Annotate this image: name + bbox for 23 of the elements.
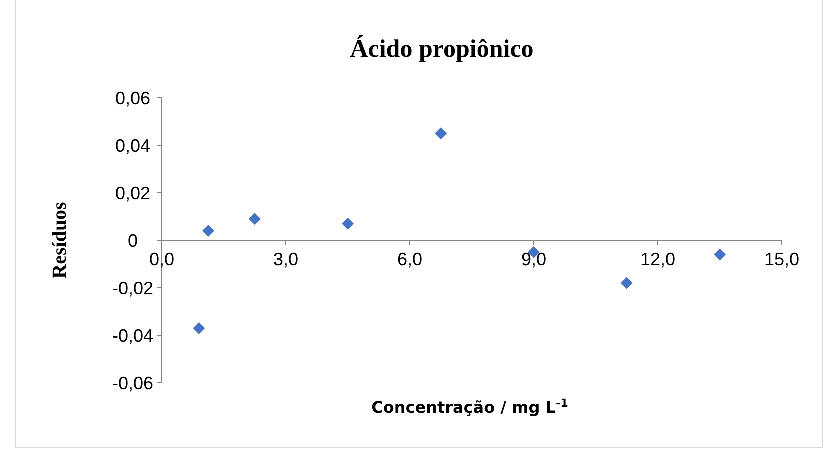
point [202,225,214,237]
point [714,248,726,261]
y-tick-label: 0 [128,230,138,251]
y-tick-label: -0,04 [112,326,154,346]
point [249,213,261,226]
y-tick-label: 0,02 [115,183,151,204]
y-tick-label: 0,04 [115,136,151,156]
point [342,218,354,230]
x-tick-label: 15,0 [764,250,800,270]
point [621,277,633,290]
point [193,322,206,334]
x-tick-label: 9,0 [521,250,547,270]
chart-title: Ácido propiônico [350,35,534,63]
x-tick-label: 0,0 [149,250,175,270]
x-axis-title: Concentração / mg L$^{-1}$ [372,396,569,417]
x-tick-label: 12,0 [640,250,676,270]
y-axis-title: Resíduos [49,202,71,279]
y-tick-label: -0,06 [112,373,154,394]
y-tick-label: -0,02 [112,278,154,298]
point [435,128,447,140]
x-tick-label: 3,0 [273,250,299,270]
y-tick-label: 0,06 [115,88,151,108]
x-tick-label: 6,0 [397,250,423,270]
